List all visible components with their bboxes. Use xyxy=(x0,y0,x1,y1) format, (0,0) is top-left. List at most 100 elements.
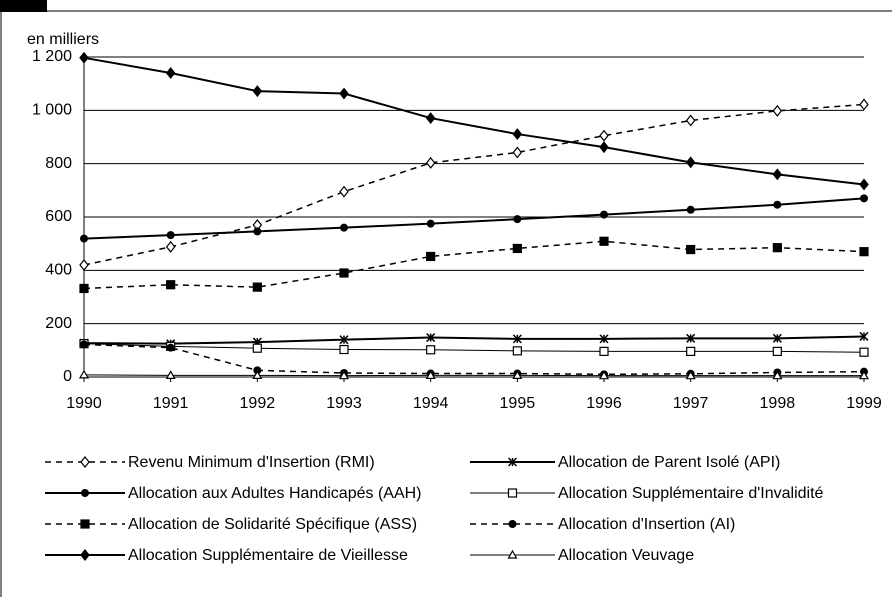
x-tick-label: 1997 xyxy=(673,395,709,412)
marker xyxy=(772,168,783,181)
marker-shape xyxy=(600,210,608,219)
series-line xyxy=(83,103,865,266)
marker xyxy=(425,370,436,379)
marker-shape xyxy=(252,343,262,353)
marker-shape xyxy=(773,200,782,209)
corner-tab xyxy=(0,0,47,12)
marker-shape xyxy=(512,243,522,254)
y-tick-label: 600 xyxy=(45,208,72,225)
marker xyxy=(600,210,608,219)
series-line xyxy=(83,343,865,353)
marker xyxy=(165,67,176,79)
marker xyxy=(425,112,436,125)
marker xyxy=(252,282,262,292)
marker xyxy=(599,129,609,142)
marker-shape xyxy=(772,346,782,356)
marker-shape xyxy=(685,114,696,127)
marker xyxy=(858,370,870,380)
marker-shape xyxy=(772,243,782,253)
marker-shape xyxy=(772,104,783,117)
marker xyxy=(166,231,175,240)
marker-shape xyxy=(859,178,869,191)
marker-shape xyxy=(507,488,518,498)
legend-label: Allocation d'Insertion (AI) xyxy=(558,516,735,533)
x-tick-label: 1995 xyxy=(500,395,536,412)
marker-shape xyxy=(507,549,518,559)
marker-shape xyxy=(78,369,90,379)
marker-shape xyxy=(339,185,349,198)
marker-shape xyxy=(340,223,348,232)
marker-shape xyxy=(339,344,349,355)
marker-shape xyxy=(80,456,90,468)
marker-shape xyxy=(860,194,868,203)
marker-shape xyxy=(425,156,436,169)
marker xyxy=(80,456,90,468)
x-tick-label: 1996 xyxy=(586,395,622,412)
marker xyxy=(339,335,349,345)
marker-shape xyxy=(685,156,696,169)
marker-shape xyxy=(859,347,869,357)
marker-shape xyxy=(686,346,696,356)
y-tick-label: 800 xyxy=(45,155,72,172)
marker-shape xyxy=(772,370,783,380)
marker xyxy=(426,251,436,262)
marker-shape xyxy=(252,370,263,379)
marker-shape xyxy=(512,346,522,356)
marker xyxy=(166,343,175,352)
marker xyxy=(599,346,609,356)
x-tick-label: 1993 xyxy=(326,395,362,412)
legend-label: Allocation de Solidarité Spécifique (ASS… xyxy=(128,516,417,533)
legend-label: Revenu Minimum d'Insertion (RMI) xyxy=(128,454,375,471)
marker xyxy=(165,370,176,379)
marker xyxy=(859,331,869,341)
legend-label: Allocation Supplémentaire de Vieillesse xyxy=(128,547,408,564)
marker-shape xyxy=(508,520,517,528)
marker xyxy=(772,333,782,343)
y-tick-label: 0 xyxy=(63,368,72,385)
marker xyxy=(340,223,348,232)
marker xyxy=(686,333,696,343)
x-tick-label: 1992 xyxy=(240,395,276,412)
marker-shape xyxy=(686,205,695,214)
marker xyxy=(80,549,90,561)
marker xyxy=(512,243,522,254)
marker xyxy=(81,489,89,497)
marker xyxy=(80,340,88,349)
marker-shape xyxy=(686,244,696,255)
marker-shape xyxy=(513,215,522,224)
marker xyxy=(686,205,695,214)
marker xyxy=(166,280,176,290)
marker-shape xyxy=(512,128,523,141)
marker-shape xyxy=(859,247,869,257)
x-tick-label: 1998 xyxy=(760,395,796,412)
marker xyxy=(512,128,523,141)
marker xyxy=(426,333,436,343)
marker-shape xyxy=(426,251,436,262)
marker-shape xyxy=(338,370,350,380)
marker xyxy=(507,457,518,467)
marker xyxy=(772,346,782,356)
x-tick-label: 1994 xyxy=(413,395,449,412)
marker-shape xyxy=(252,85,263,98)
marker-shape xyxy=(426,345,436,355)
marker xyxy=(80,234,88,243)
marker-shape xyxy=(80,549,90,561)
series-line xyxy=(83,197,865,240)
marker xyxy=(425,156,436,169)
marker xyxy=(426,345,436,355)
marker xyxy=(859,178,869,191)
marker xyxy=(339,268,349,278)
marker-shape xyxy=(81,489,89,497)
marker xyxy=(773,200,782,209)
marker-shape xyxy=(80,234,88,243)
y-tick-label: 200 xyxy=(45,315,72,332)
marker xyxy=(599,236,609,246)
marker xyxy=(859,247,869,257)
x-tick-label: 1990 xyxy=(66,395,102,412)
y-tick-label: 1 200 xyxy=(32,48,72,65)
marker xyxy=(79,51,89,64)
series-line xyxy=(83,335,865,345)
series-line xyxy=(83,240,865,290)
marker xyxy=(859,98,869,111)
